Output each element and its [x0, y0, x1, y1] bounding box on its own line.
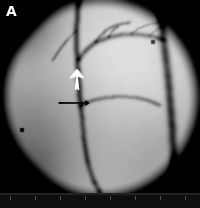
Text: A: A: [6, 5, 17, 19]
